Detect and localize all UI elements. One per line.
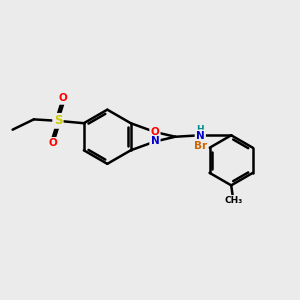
Text: N: N — [151, 136, 159, 146]
Text: O: O — [59, 94, 68, 103]
Text: O: O — [48, 138, 57, 148]
Text: H: H — [196, 125, 204, 134]
Text: Br: Br — [194, 141, 207, 151]
Text: N: N — [196, 131, 205, 141]
Text: S: S — [54, 114, 62, 127]
Text: CH₃: CH₃ — [224, 196, 243, 205]
Text: O: O — [151, 127, 159, 137]
